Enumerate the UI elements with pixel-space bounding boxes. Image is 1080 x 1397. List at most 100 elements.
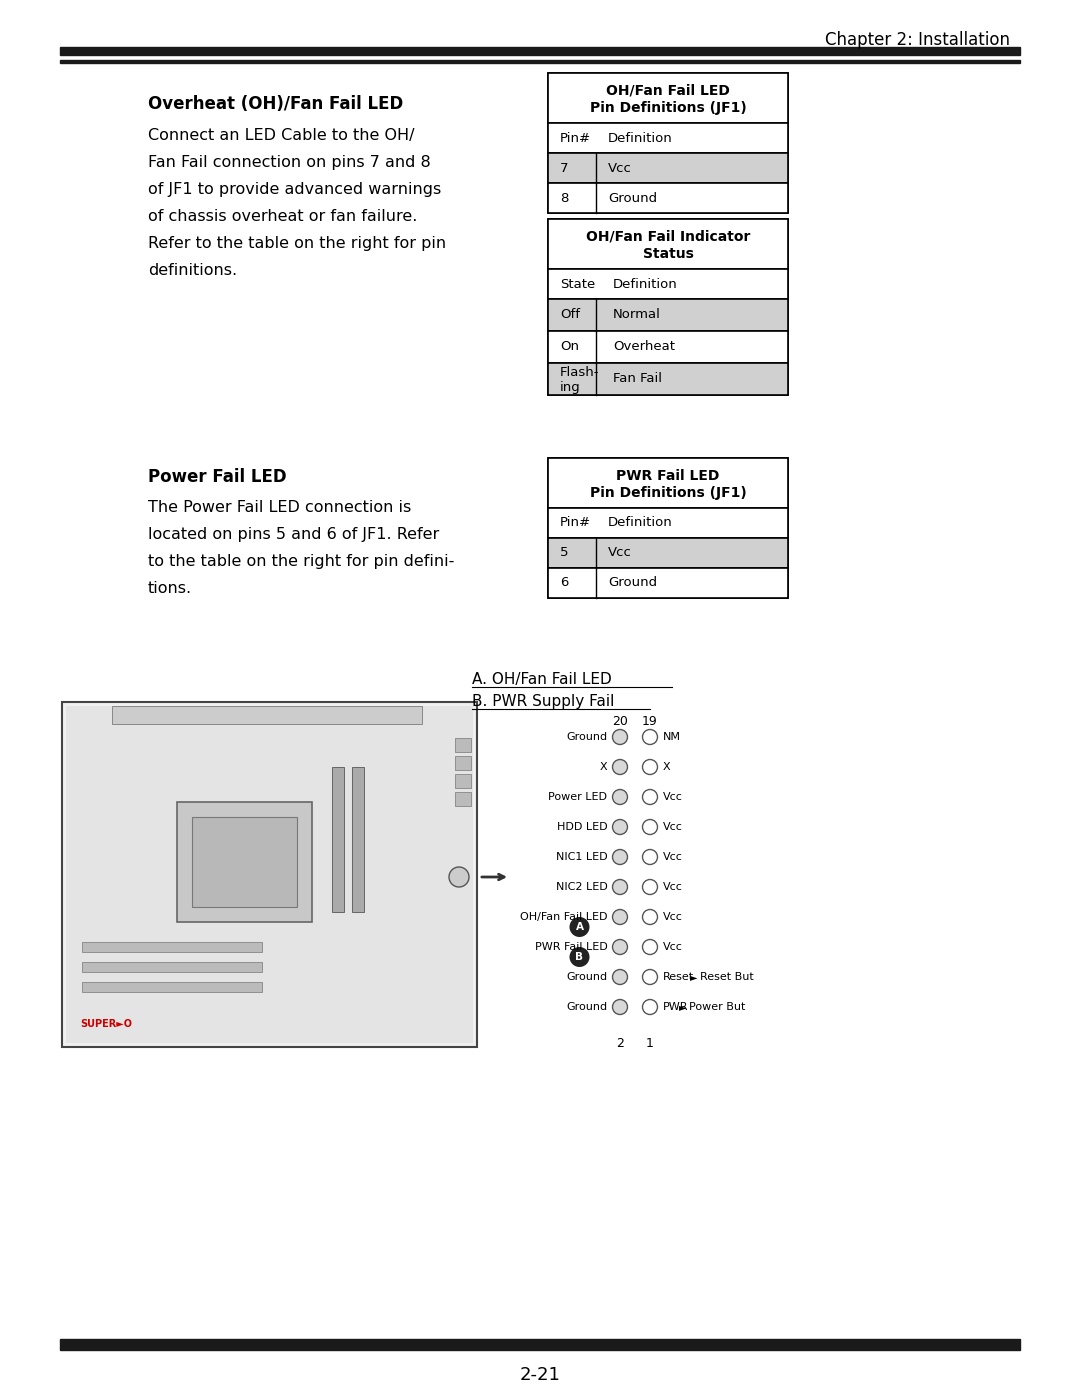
Text: Normal: Normal [613,309,661,321]
Text: to the table on the right for pin defini-: to the table on the right for pin defini… [148,555,455,569]
Text: definitions.: definitions. [148,263,238,278]
Bar [60,1347,1020,1350]
Text: ►: ► [679,1002,687,1011]
Text: OH/Fan Fail Indicator: OH/Fan Fail Indicator [585,231,751,244]
Bar [192,817,297,907]
Text: NIC2 LED: NIC2 LED [556,882,607,893]
Text: Refer to the table on the right for pin: Refer to the table on the right for pin [148,236,446,251]
Text: Flash-: Flash- [561,366,599,379]
Bar [548,73,788,123]
Text: 8: 8 [561,191,568,204]
Bar [548,123,788,154]
Text: NM: NM [662,732,680,742]
Bar [548,331,788,363]
Text: OH/Fan Fail LED: OH/Fan Fail LED [606,84,730,98]
Circle shape [569,947,590,967]
Bar [455,738,471,752]
Text: 2: 2 [616,1037,624,1051]
Bar [548,569,788,598]
Text: B. PWR Supply Fail: B. PWR Supply Fail [472,694,615,710]
Text: X: X [662,761,670,773]
Text: Fan Fail connection on pins 7 and 8: Fan Fail connection on pins 7 and 8 [148,155,431,170]
Text: 5: 5 [561,546,568,560]
Bar [548,73,788,212]
Text: Ground: Ground [608,191,657,204]
Circle shape [612,909,627,925]
Bar [112,705,422,724]
Bar [548,219,788,395]
Bar [82,963,262,972]
Text: Overheat: Overheat [613,341,675,353]
Text: Connect an LED Cable to the OH/: Connect an LED Cable to the OH/ [148,129,415,142]
Circle shape [612,940,627,954]
Circle shape [612,880,627,894]
Text: located on pins 5 and 6 of JF1. Refer: located on pins 5 and 6 of JF1. Refer [148,527,440,542]
Bar [455,792,471,806]
Circle shape [643,729,658,745]
Text: On: On [561,341,579,353]
Text: The Power Fail LED connection is: The Power Fail LED connection is [148,500,411,515]
Bar [548,183,788,212]
Text: B: B [576,951,583,963]
Circle shape [643,820,658,834]
Text: Pin#: Pin# [561,131,591,144]
Text: A: A [576,922,583,932]
Circle shape [612,729,627,745]
Circle shape [569,916,590,937]
Bar [548,270,788,299]
Text: NIC1 LED: NIC1 LED [556,852,607,862]
Text: Overheat (OH)/Fan Fail LED: Overheat (OH)/Fan Fail LED [148,95,403,113]
Text: Pin Definitions (JF1): Pin Definitions (JF1) [590,101,746,115]
Bar [548,299,788,331]
Text: Ground: Ground [608,577,657,590]
Text: 7: 7 [561,162,568,175]
Bar [548,154,788,183]
Text: Reset But: Reset But [700,972,754,982]
Bar [548,458,788,598]
Bar [60,1338,1020,1347]
Text: Vcc: Vcc [662,792,683,802]
Circle shape [643,760,658,774]
Text: Vcc: Vcc [662,942,683,951]
Bar [352,767,364,912]
Text: Pin#: Pin# [561,517,591,529]
Bar [332,767,345,912]
Text: Ground: Ground [566,972,607,982]
Text: 19: 19 [643,715,658,728]
Text: Vcc: Vcc [662,852,683,862]
Bar [548,538,788,569]
Text: Definition: Definition [608,517,673,529]
Text: Vcc: Vcc [608,546,632,560]
Text: PWR: PWR [662,1002,688,1011]
Circle shape [612,820,627,834]
Circle shape [612,760,627,774]
Text: Definition: Definition [613,278,678,291]
Text: Vcc: Vcc [662,821,683,833]
Bar [60,60,1020,63]
Bar [548,363,788,395]
Text: HDD LED: HDD LED [557,821,607,833]
Text: A. OH/Fan Fail LED: A. OH/Fan Fail LED [472,672,611,687]
Text: Vcc: Vcc [662,882,683,893]
Circle shape [643,909,658,925]
Bar [548,458,788,509]
Bar [548,509,788,538]
Bar [455,756,471,770]
Text: PWR Fail LED: PWR Fail LED [535,942,607,951]
Text: 2-21: 2-21 [519,1366,561,1384]
Circle shape [643,880,658,894]
Text: Ground: Ground [566,1002,607,1011]
Text: Definition: Definition [608,131,673,144]
Text: 6: 6 [561,577,568,590]
Circle shape [643,789,658,805]
Text: State: State [561,278,595,291]
Text: SUPER►O: SUPER►O [80,1018,132,1030]
Text: OH/Fan Fail LED: OH/Fan Fail LED [519,912,607,922]
Text: 1: 1 [646,1037,653,1051]
Text: of JF1 to provide advanced warnings: of JF1 to provide advanced warnings [148,182,442,197]
Text: tions.: tions. [148,581,192,597]
Text: Chapter 2: Installation: Chapter 2: Installation [825,31,1010,49]
Text: Reset: Reset [662,972,693,982]
Text: 20: 20 [612,715,627,728]
Circle shape [612,849,627,865]
